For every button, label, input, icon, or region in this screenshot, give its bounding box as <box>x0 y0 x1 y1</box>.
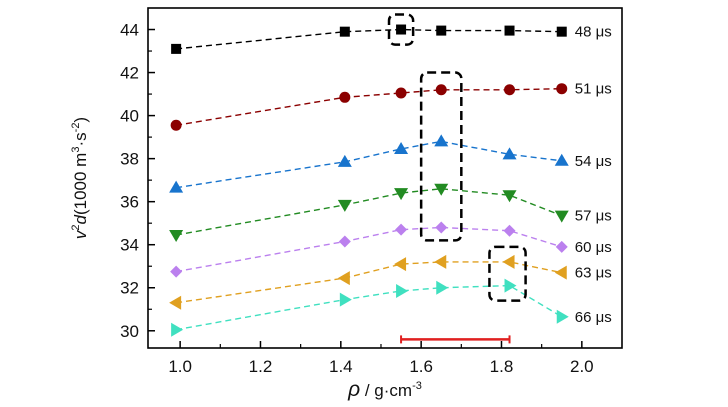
x-tick-label: 1.2 <box>249 357 273 376</box>
data-point <box>435 84 447 96</box>
data-point <box>435 221 448 234</box>
data-point <box>436 25 447 36</box>
data-point <box>434 183 449 196</box>
series-line <box>175 284 563 331</box>
data-point <box>556 309 569 324</box>
data-point <box>504 84 516 96</box>
data-point <box>337 199 352 212</box>
series-3: 57 μs <box>169 183 612 243</box>
data-point <box>554 210 569 223</box>
plot-area: 1.0 1.2 1.4 1.6 1.8 2.0 30 32 34 36 38 40 42 44 48 μs 5… <box>120 7 623 376</box>
y-tick-label: 40 <box>120 107 139 126</box>
y-axis-label: v2d(1000 m3·s-2) <box>70 117 90 239</box>
series-label: 54 μs <box>575 153 612 170</box>
data-point <box>504 278 517 293</box>
data-point <box>339 292 352 307</box>
series-label: 51 μs <box>575 81 612 98</box>
series-2: 54 μs <box>169 134 612 193</box>
series-line <box>176 87 562 126</box>
data-point <box>171 322 184 337</box>
data-point <box>434 134 449 147</box>
series-line <box>176 28 562 50</box>
x-tick-label: 1.6 <box>409 357 433 376</box>
data-point <box>170 265 183 278</box>
series-label: 48 μs <box>575 24 612 41</box>
data-point <box>502 254 515 269</box>
series-label: 60 μs <box>575 239 612 256</box>
data-point <box>502 147 517 160</box>
data-point <box>554 265 567 280</box>
plot-frame <box>147 7 623 349</box>
data-point <box>394 257 407 272</box>
x-tick-label: 1.0 <box>168 357 192 376</box>
data-point <box>169 230 184 243</box>
data-point <box>171 43 182 54</box>
data-point <box>339 91 351 103</box>
series-label: 63 μs <box>575 265 612 282</box>
data-point <box>434 254 447 269</box>
series-line <box>175 188 563 236</box>
x-tick-label: 1.8 <box>490 357 514 376</box>
data-point <box>503 224 516 237</box>
data-point <box>169 180 184 193</box>
data-point <box>395 223 408 236</box>
y-tick-label: 32 <box>120 279 139 298</box>
y-axis-title: v2d(1000 m3·s-2) <box>70 117 90 239</box>
data-point <box>554 153 569 166</box>
series-5: 63 μs <box>169 254 612 310</box>
series-1: 51 μs <box>170 81 612 131</box>
data-point <box>394 188 409 201</box>
data-point <box>395 87 407 99</box>
series-label: 66 μs <box>575 309 612 326</box>
data-point <box>504 25 515 36</box>
x-tick-label: 2.0 <box>570 357 594 376</box>
series-line <box>176 261 562 304</box>
x-axis-title: ρ / g·cm-3 <box>347 378 422 401</box>
y-tick-label: 34 <box>120 236 139 255</box>
y-tick-label: 42 <box>120 64 139 83</box>
x-tick-label: 1.4 <box>329 357 353 376</box>
series-label: 57 μs <box>575 208 612 225</box>
highlight-box <box>488 245 527 302</box>
range-bar <box>400 335 511 344</box>
data-point <box>338 235 351 248</box>
data-point <box>555 240 568 253</box>
data-point <box>337 271 350 286</box>
data-point <box>436 280 449 295</box>
data-point <box>337 154 352 167</box>
data-point <box>396 283 409 298</box>
y-tick-label: 38 <box>120 150 139 169</box>
data-point <box>502 190 517 203</box>
data-point <box>339 26 350 37</box>
data-point <box>169 295 182 310</box>
series-6: 66 μs <box>171 278 612 337</box>
highlight-box <box>387 13 415 46</box>
data-point <box>170 119 182 131</box>
series-line <box>175 226 562 273</box>
x-axis-label: ρ / g·cm-3 <box>347 378 422 401</box>
series-line <box>176 140 562 189</box>
data-point <box>394 141 409 154</box>
series-4: 60 μs <box>170 221 612 278</box>
data-point <box>396 24 407 35</box>
data-point <box>556 83 568 95</box>
highlight-box <box>419 71 463 242</box>
series-0: 48 μs <box>171 24 612 54</box>
data-point <box>556 26 567 37</box>
y-tick-label: 30 <box>120 322 139 341</box>
y-tick-label: 36 <box>120 193 139 212</box>
y-tick-label: 44 <box>120 21 139 40</box>
